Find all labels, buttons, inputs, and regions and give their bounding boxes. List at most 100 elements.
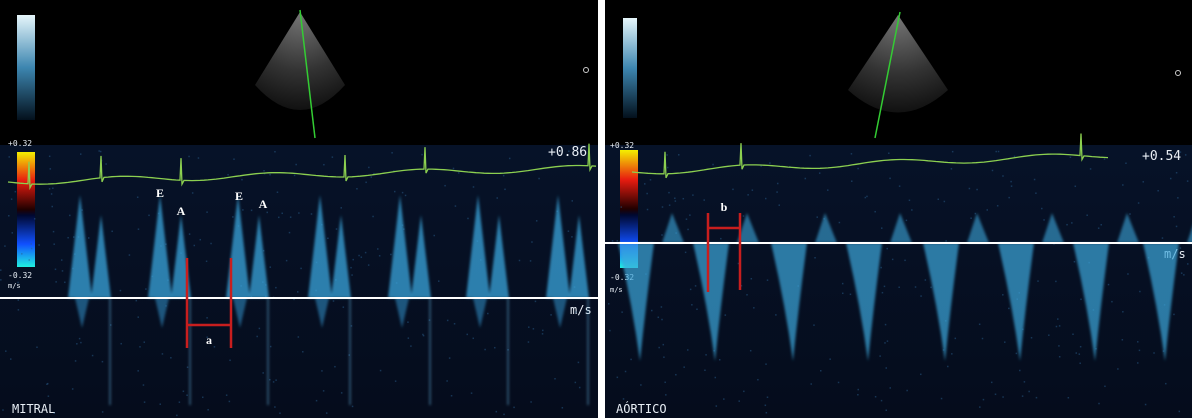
scale-top: +0.32 [8,139,32,148]
noise [286,260,288,262]
noise [356,188,358,190]
noise [695,285,697,287]
noise [294,175,296,177]
noise [49,188,51,190]
noise [578,362,580,364]
noise [1076,352,1078,354]
noise [242,209,244,211]
noise [1037,280,1039,282]
noise [192,192,194,194]
noise [28,259,30,261]
noise [987,209,989,211]
noise [775,314,777,316]
noise [572,200,574,202]
noise [767,397,769,399]
noise [542,333,544,335]
noise [752,189,754,191]
noise [623,398,625,400]
noise [232,216,234,218]
noise [494,347,496,349]
noise [920,295,922,297]
noise [991,382,993,384]
noise [1104,386,1106,388]
noise [1075,186,1077,188]
noise [50,168,52,170]
noise [550,314,552,316]
noise [814,257,816,259]
noise [343,306,345,308]
noise [210,243,212,245]
noise [866,196,868,198]
noise [535,301,537,303]
noise [503,175,505,177]
noise [1008,308,1010,310]
mitral-panel: +0.32 -0.32 m/s +0.86 m/s MITRAL [0,0,598,418]
noise [952,151,954,153]
noise [911,209,913,211]
noise [750,350,752,352]
noise [36,347,38,349]
noise [995,394,997,396]
noise [941,398,943,400]
noise [1059,325,1061,327]
noise [100,151,102,153]
noise [198,157,200,159]
noise [1125,162,1127,164]
echo-doppler-figure: +0.32 -0.32 m/s +0.86 m/s MITRAL +0.32 -… [0,0,1192,418]
noise [136,300,138,302]
noise [334,366,336,368]
noise [930,287,932,289]
noise [298,336,300,338]
noise [444,185,446,187]
noise [145,288,147,290]
noise [144,401,146,403]
noise [765,363,767,365]
noise [395,380,397,382]
noise [616,240,618,242]
noise [519,260,521,262]
noise [105,163,107,165]
noise [31,248,33,250]
noise [18,299,20,301]
noise [888,152,890,154]
noise [1002,396,1004,398]
noise [336,228,338,230]
noise [827,189,829,191]
noise [716,405,718,407]
noise [669,204,671,206]
noise [678,154,680,156]
noise [229,401,231,403]
noise [1122,339,1124,341]
noise [767,279,769,281]
noise [625,371,627,373]
noise [17,282,19,284]
noise [278,217,280,219]
noise [1002,175,1004,177]
noise [725,314,727,316]
noise [1143,181,1145,183]
noise [938,199,940,201]
noise [496,197,498,199]
noise [664,382,666,384]
noise [687,229,689,231]
noise [352,406,354,408]
annotation: A [259,197,268,211]
noise [542,330,544,332]
noise [769,162,771,164]
noise [886,367,888,369]
noise [200,239,202,241]
noise [0,279,2,281]
noise [241,179,243,181]
noise [270,346,272,348]
noise [1100,224,1102,226]
annotation: b [721,200,728,214]
noise [162,353,164,355]
noise [1090,168,1092,170]
noise [188,156,190,158]
noise [687,349,689,351]
noise [528,341,530,343]
noise [857,389,859,391]
noise [689,214,691,216]
noise [747,194,749,196]
noise [1080,299,1082,301]
